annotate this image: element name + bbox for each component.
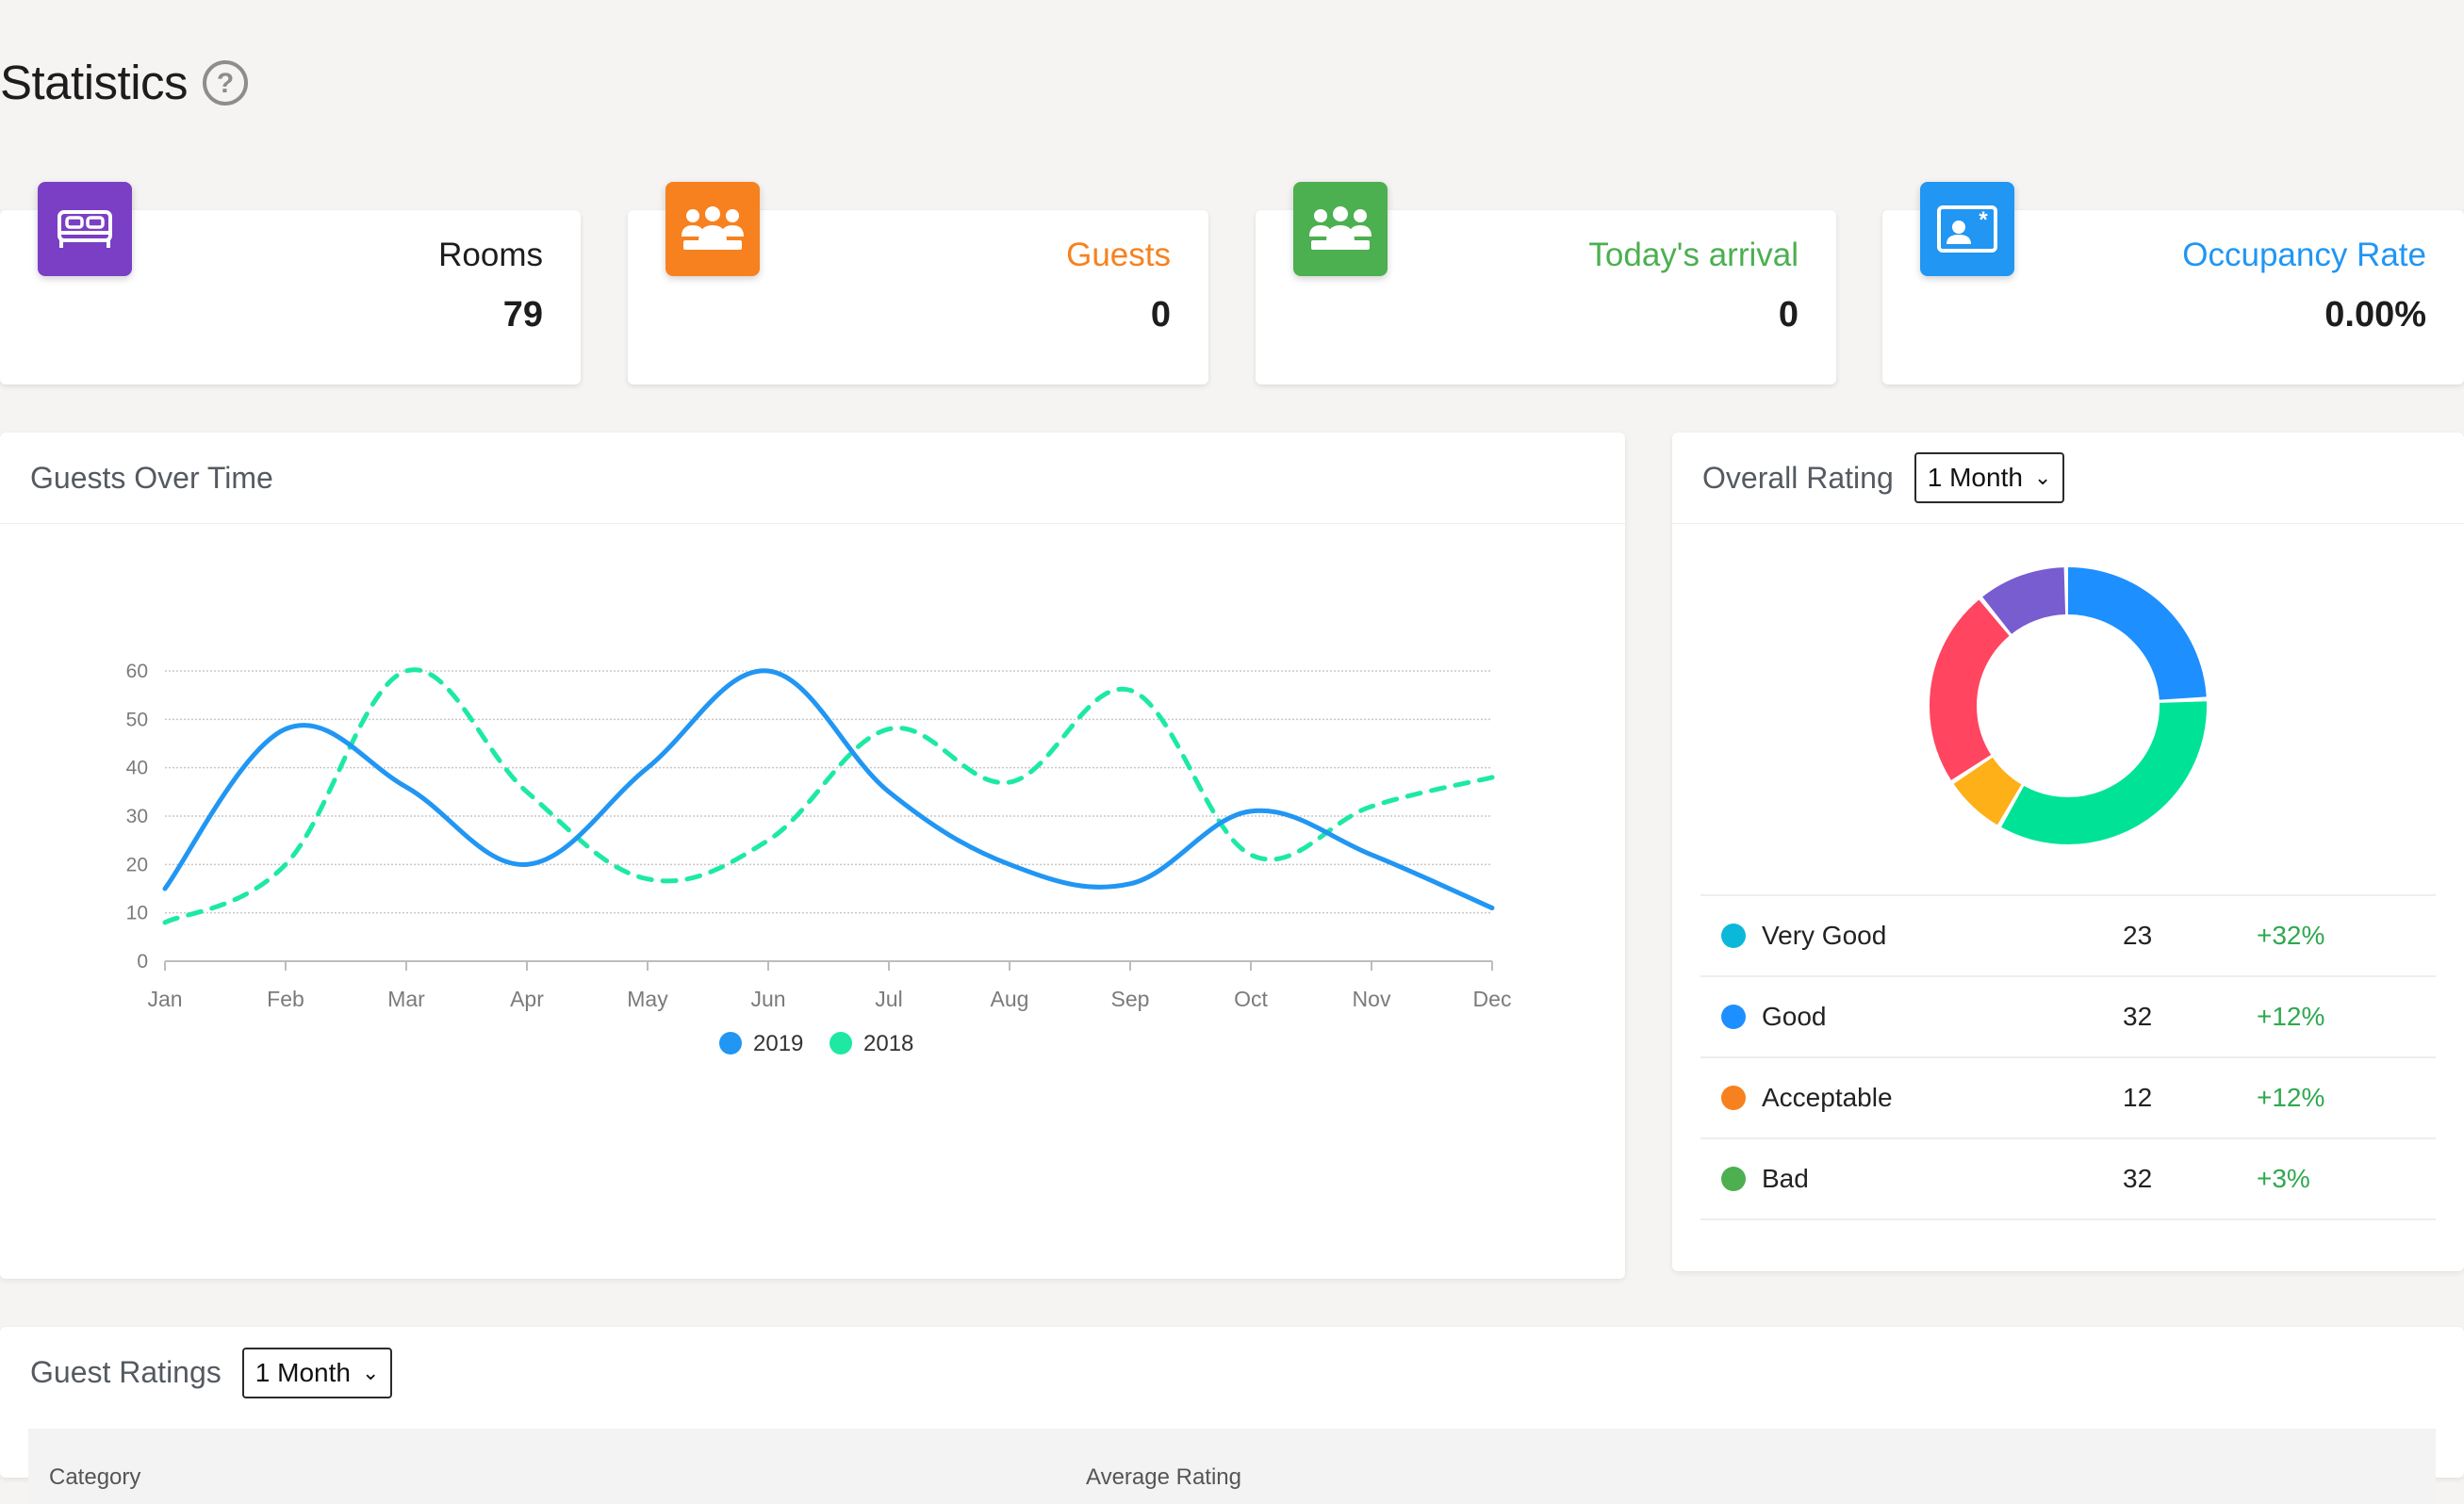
id-card-icon: *	[1920, 182, 2014, 276]
stat-value: 0.00%	[2324, 295, 2426, 335]
stat-card-rooms: Rooms 79	[0, 182, 581, 384]
column-header-average-rating: Average Rating	[1086, 1464, 1241, 1490]
legend-label: 2018	[863, 1031, 913, 1056]
page-title: Statistics	[0, 56, 189, 109]
ratings-table-header: Category Average Rating	[28, 1429, 2436, 1504]
x-tick-label: Dec	[1473, 987, 1512, 1011]
stat-value: 79	[502, 295, 543, 335]
panel-header: Guest Ratings 1 Month ⌄	[0, 1327, 2464, 1418]
y-tick-label: 40	[126, 758, 148, 779]
stat-card-todays-arrival: Today's arrival 0	[1256, 182, 1836, 384]
rating-row: Good 32 +12%	[1700, 975, 2436, 1056]
y-tick-label: 60	[126, 661, 148, 682]
rating-change: +12%	[2257, 1002, 2325, 1031]
x-tick-label: Feb	[267, 987, 304, 1011]
rating-dot	[1721, 924, 1746, 948]
x-tick-label: Jun	[750, 987, 785, 1011]
legend-marker	[830, 1032, 852, 1054]
stat-label: Today's arrival	[1588, 237, 1799, 273]
chevron-down-icon: ⌄	[361, 1360, 380, 1384]
series-line-2019	[162, 668, 1495, 911]
x-tick-label: Apr	[510, 987, 544, 1011]
group-icon	[1293, 182, 1388, 276]
rating-change: +12%	[2257, 1083, 2325, 1112]
y-tick-label: 30	[126, 806, 148, 827]
stat-card-occupancy-rate: * Occupancy Rate 0.00%	[1882, 182, 2464, 384]
series-line-2018	[162, 667, 1495, 925]
y-tick-label: 0	[137, 951, 148, 973]
guest-ratings-panel: Guest Ratings 1 Month ⌄ Category Average…	[0, 1327, 2464, 1504]
rating-count: 23	[2123, 921, 2153, 950]
period-select-value: 1 Month	[1927, 463, 2023, 492]
stat-value: 0	[1150, 295, 1171, 335]
legend-label: 2019	[753, 1031, 803, 1056]
chevron-down-icon: ⌄	[2033, 466, 2052, 489]
x-tick-label: Sep	[1111, 987, 1150, 1011]
panel-title: Guests Over Time	[30, 460, 273, 495]
rating-dot	[1721, 1086, 1746, 1110]
page-header: Statistics ?	[0, 55, 250, 110]
column-header-category: Category	[49, 1464, 141, 1490]
rating-row: Very Good 23 +32%	[1700, 894, 2436, 975]
guests-over-time-panel: Guests Over Time 0 10 20 30 40 50 60 Jan Feb Mar A…	[0, 433, 1625, 1279]
panel-header: Overall Rating 1 Month ⌄	[1672, 433, 2464, 524]
y-tick-label: 20	[126, 854, 148, 875]
x-tick-label: Oct	[1234, 987, 1268, 1011]
y-tick-label: 50	[126, 709, 148, 730]
rating-count: 12	[2123, 1083, 2153, 1112]
rating-dot	[1721, 1005, 1746, 1029]
stat-label: Guests	[1066, 237, 1171, 273]
rating-change: +3%	[2257, 1164, 2310, 1193]
period-select-value: 1 Month	[255, 1357, 351, 1387]
period-select[interactable]: 1 Month ⌄	[241, 1347, 393, 1398]
panel-header: Guests Over Time	[0, 433, 1625, 524]
stat-card-guests: Guests 0	[628, 182, 1208, 384]
x-tick-label: Jan	[147, 987, 182, 1011]
rating-table: Very Good 23 +32% Good 32 +12% Acceptable 12 +12…	[1700, 894, 2436, 1220]
x-tick-label: Jul	[875, 987, 902, 1011]
legend-marker	[719, 1032, 742, 1054]
donut-slice	[1930, 567, 2207, 844]
panel-title: Overall Rating	[1702, 460, 1894, 495]
panel-title: Guest Ratings	[30, 1355, 222, 1389]
question-circle-icon[interactable]: ?	[201, 58, 250, 107]
period-select[interactable]: 1 Month ⌄	[1914, 452, 2065, 503]
x-tick-label: Mar	[387, 987, 425, 1011]
rating-label: Very Good	[1762, 921, 1887, 950]
rating-row: Acceptable 12 +12%	[1700, 1056, 2436, 1137]
stat-label: Rooms	[438, 237, 543, 273]
bed-icon	[38, 182, 132, 276]
rating-change: +32%	[2257, 921, 2325, 950]
overall-rating-panel: Overall Rating 1 Month ⌄ Very Good 23 +32%…	[1672, 433, 2464, 1271]
rating-count: 32	[2123, 1002, 2153, 1031]
donut-slice	[1930, 567, 2207, 844]
x-tick-label: Aug	[991, 987, 1029, 1011]
donut-slice	[1930, 567, 2207, 844]
guests-line-chart: 0 10 20 30 40 50 60 Jan Feb Mar Apr May Jun Jul Aug Sep…	[126, 661, 1512, 1056]
rating-label: Acceptable	[1762, 1083, 1893, 1112]
rating-donut-chart	[1930, 567, 2207, 844]
rating-count: 32	[2123, 1164, 2153, 1193]
rating-row: Bad 32 +3%	[1700, 1137, 2436, 1220]
rating-dot	[1721, 1167, 1746, 1191]
x-tick-label: May	[627, 987, 668, 1011]
rating-label: Good	[1762, 1002, 1827, 1031]
rating-label: Bad	[1762, 1164, 1809, 1193]
y-tick-label: 10	[126, 903, 148, 924]
group-icon	[665, 182, 760, 276]
stat-label: Occupancy Rate	[2182, 237, 2426, 273]
svg-text:?: ?	[217, 68, 234, 99]
svg-text:*: *	[1979, 207, 1988, 233]
stat-value: 0	[1778, 295, 1799, 335]
x-tick-label: Nov	[1353, 987, 1391, 1011]
